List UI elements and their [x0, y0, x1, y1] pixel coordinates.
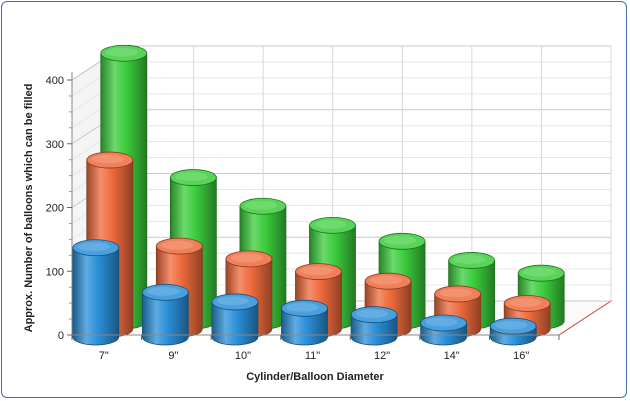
x-tick-label: 7" — [99, 350, 109, 362]
x-tick-label: 14" — [444, 350, 460, 362]
cylinder-bar — [72, 239, 120, 346]
cylinder-bar — [211, 293, 259, 346]
x-tick-label: 12" — [374, 350, 390, 362]
cylinder-bar — [350, 306, 398, 346]
labels: 0 100 200 300 400 7" 9" 10" 11" 12" 14" 16" — [46, 75, 530, 362]
y-tick-label: 100 — [46, 266, 64, 278]
bars — [72, 44, 565, 346]
cylinder-bar — [281, 299, 328, 346]
y-tick-label: 300 — [46, 139, 64, 151]
y-tick-label: 200 — [46, 203, 64, 215]
x-tick-label: 10" — [235, 350, 251, 362]
x-tick-label: 11" — [305, 350, 320, 362]
y-tick-label: 400 — [46, 75, 64, 87]
cylinder-bar — [141, 283, 189, 346]
cylinder-bar — [420, 314, 468, 346]
x-tick-label: 9" — [168, 350, 178, 362]
y-tick-label: 0 — [58, 330, 64, 342]
x-tick-label: 16" — [513, 350, 529, 362]
y-axis-title: Approx. Number of balloons which can be … — [23, 84, 35, 333]
x-axis-title: Cylinder/Balloon Diameter — [246, 371, 384, 383]
axes — [67, 72, 560, 340]
cylinder-bar — [489, 317, 537, 346]
